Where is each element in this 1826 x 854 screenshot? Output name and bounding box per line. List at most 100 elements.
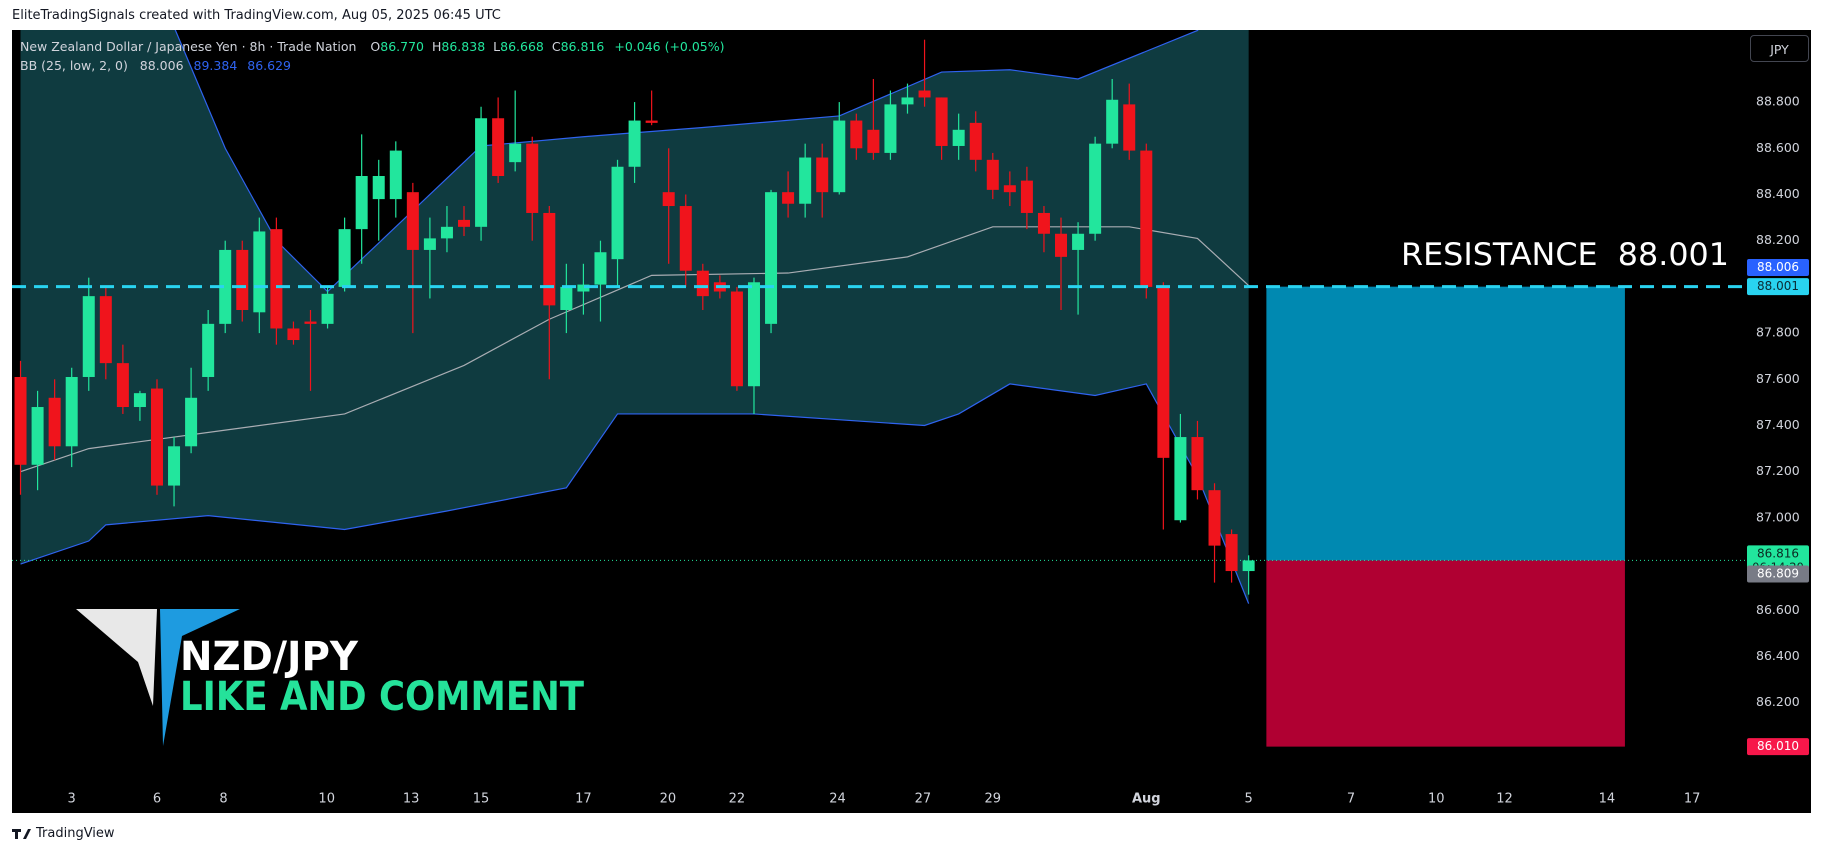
symbol: New Zealand Dollar / Japanese Yen · 8h ·… (20, 39, 357, 54)
logo-part (23, 829, 31, 839)
logo-white (76, 609, 157, 706)
candle-body (458, 219, 471, 227)
y-tick-label: 88.400 (1756, 186, 1800, 201)
candle-body (1242, 560, 1255, 572)
x-tick-label: 29 (985, 792, 1002, 807)
candle-body (645, 120, 658, 123)
x-tick-label: 10 (1428, 792, 1445, 807)
price-tag (1747, 565, 1809, 583)
y-tick-label: 88.800 (1756, 94, 1800, 109)
candle-body (150, 388, 163, 486)
candle-body (492, 118, 505, 177)
price-tag-label: 86.809 (1757, 567, 1799, 581)
y-tick-label: 88.600 (1756, 140, 1800, 155)
y-tick-label: 86.400 (1756, 648, 1800, 663)
x-tick-label: 6 (153, 792, 161, 807)
pair-text: NZD/JPY (180, 634, 359, 680)
y-tick-label: 87.600 (1756, 371, 1800, 386)
x-tick-label: 10 (318, 792, 335, 807)
candle-body (48, 397, 61, 447)
candle-body (1225, 534, 1238, 572)
price-tag-label: 86.816 (1757, 546, 1799, 560)
candle-body (1106, 99, 1119, 144)
ohlc-key: H (432, 39, 442, 54)
candle-body (509, 143, 522, 163)
x-tick-label: 15 (473, 792, 490, 807)
candle-body (338, 229, 351, 287)
x-tick-label: 5 (1244, 792, 1252, 807)
candle-body (782, 192, 795, 204)
y-tick-label: 87.000 (1756, 509, 1800, 524)
footer: TradingView (36, 826, 115, 841)
candle-body (1208, 490, 1221, 546)
candle-body (730, 291, 743, 387)
candle-body (82, 296, 95, 377)
candle-body (1055, 233, 1068, 257)
indicator-value: 86.629 (247, 58, 292, 73)
change: +0.046 (+0.05%) (614, 39, 725, 54)
x-tick-label: 17 (575, 792, 592, 807)
x-tick-label: 17 (1684, 792, 1701, 807)
candle-body (270, 229, 283, 329)
candle-body (475, 118, 488, 227)
candle-body (133, 393, 146, 408)
candle-body (423, 238, 436, 250)
currency-button[interactable]: JPY (1750, 35, 1809, 62)
price-tag-label: 88.006 (1757, 260, 1799, 274)
candle-body (1157, 286, 1170, 458)
candle-body (577, 284, 590, 292)
y-tick-label: 87.400 (1756, 417, 1800, 432)
x-tick-label: 8 (219, 792, 227, 807)
logo-blue (160, 609, 240, 746)
candle-body (611, 166, 624, 260)
logo-part (15, 829, 18, 839)
candle-body (185, 397, 198, 447)
candle-body (952, 129, 965, 146)
price-tag-label: 86.010 (1757, 739, 1799, 753)
candle-body (560, 286, 573, 310)
legend-row: New Zealand Dollar / Japanese Yen · 8h ·… (20, 39, 731, 54)
candle-body (1140, 150, 1153, 287)
overlay: NZD/JPY LIKE AND COMMENT (76, 609, 585, 746)
price-tag (1747, 738, 1809, 756)
candle-body (1037, 212, 1050, 234)
candle-body (304, 321, 317, 324)
candle-body (1089, 143, 1102, 234)
candle-body (1123, 104, 1136, 151)
y-tick-label: 86.600 (1756, 602, 1800, 617)
y-tick-label: 87.800 (1756, 325, 1800, 340)
x-tick-label: 14 (1599, 792, 1616, 807)
bb-middle (20, 226, 1250, 473)
candle-body (867, 129, 880, 153)
candle-body (543, 212, 556, 306)
indicator: BB (25, low, 2, 0) (20, 58, 128, 73)
y-tick-label: 87.200 (1756, 463, 1800, 478)
candle-body (662, 192, 675, 207)
ohlc-key: O (370, 39, 381, 54)
resistance-label: RESISTANCE 88.001 (1401, 237, 1729, 273)
candle-body (628, 120, 641, 167)
price-tag (1747, 259, 1809, 277)
indicator-row: BB (25, low, 2, 0) 88.006 89.384 86.629 (20, 58, 291, 73)
candle-body (526, 143, 539, 213)
y-tick-label: 88.200 (1756, 232, 1800, 247)
x-tick-label: 3 (68, 792, 76, 807)
indicator-value: 89.384 (193, 58, 238, 73)
target-zone (1266, 286, 1625, 561)
candle-body (816, 157, 829, 193)
ohlc-key: L (493, 39, 501, 54)
candle-body (901, 97, 914, 105)
candle-body (765, 192, 778, 324)
ohlc-value: 86.770 (380, 39, 424, 54)
candle-body (833, 120, 846, 193)
y-tick-label: 86.200 (1756, 694, 1800, 709)
x-tick-label: 24 (829, 792, 846, 807)
candle-body (236, 249, 249, 310)
candle-body (372, 176, 385, 200)
candle-body (253, 231, 266, 313)
bb-lower (20, 383, 1250, 604)
candle-body (116, 363, 129, 408)
candle-body (918, 90, 931, 98)
